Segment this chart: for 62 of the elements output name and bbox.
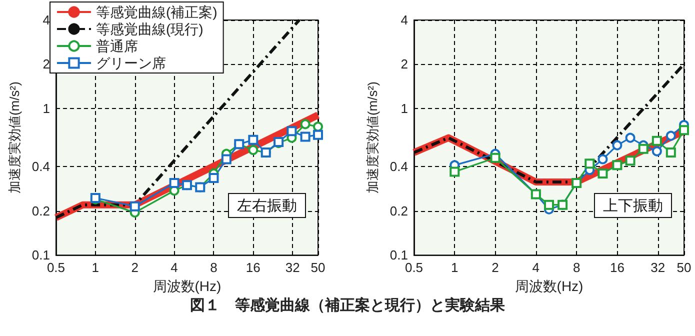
x-tick-label: 0.5: [46, 260, 66, 276]
x-tick-label: 32: [285, 260, 300, 276]
legend-label: グリーン席: [96, 55, 166, 71]
annotation: 左右振動: [237, 196, 297, 214]
x-tick-label: 1: [451, 260, 458, 276]
point: [313, 130, 323, 140]
x-tick-label: 50: [676, 260, 692, 276]
point: [612, 140, 622, 150]
point: [666, 130, 676, 141]
x-tick-label: 32: [650, 260, 666, 276]
point: [169, 178, 180, 188]
x-tick-label: 1: [92, 260, 100, 276]
point: [544, 200, 554, 210]
y-tick-label: 1: [400, 100, 408, 116]
y-tick-label: 0.4: [390, 159, 408, 174]
y-tick-label: 0.1: [390, 248, 408, 263]
y-tick-label: 1: [42, 100, 50, 116]
x-tick-label: 8: [572, 260, 580, 276]
point: [248, 145, 258, 156]
point: [286, 126, 297, 136]
point: [625, 156, 636, 166]
x-axis-title: 周波数(Hz): [514, 278, 584, 294]
legend-label: 普通席: [96, 38, 138, 54]
point: [221, 154, 232, 164]
y-tick-label: 0.2: [390, 203, 408, 218]
y-tick-label: 2: [42, 56, 50, 72]
y-tick-label: 4: [400, 12, 408, 28]
point: [300, 119, 310, 130]
point: [679, 125, 689, 136]
point: [248, 134, 258, 145]
text: 図１ 等感覚曲線（補正案と現行）と実験結果: [189, 296, 506, 315]
y-axis-title: 加速度実効値(m/s²): [7, 82, 22, 194]
legend-label: 等感覚曲線(現行): [96, 21, 204, 37]
point: [300, 132, 310, 142]
point: [625, 132, 636, 143]
point: [612, 160, 622, 170]
annotation: 上下振動: [603, 196, 663, 214]
point: [584, 158, 595, 169]
point: [208, 173, 219, 184]
point: [598, 154, 608, 164]
point: [598, 168, 608, 178]
x-tick-label: 16: [610, 260, 624, 276]
x-axis-title: 周波数(Hz): [152, 278, 222, 294]
point: [666, 148, 676, 158]
y-tick-label: 4: [42, 12, 50, 28]
legend-label: 等感覚曲線(補正案): [96, 4, 218, 20]
x-tick-label: 2: [492, 260, 499, 276]
x-tick-label: 8: [210, 260, 218, 276]
y-tick-label: 2: [400, 56, 408, 72]
point: [638, 144, 648, 154]
y-tick-label: 0.2: [32, 203, 50, 218]
x-tick-label: 16: [246, 260, 260, 276]
x-tick-label: 50: [310, 260, 326, 276]
y-tick-label: 0.1: [32, 248, 50, 263]
y-axis-title: 加速度実効値(m/s²): [365, 82, 380, 194]
x-tick-label: 0.5: [404, 260, 424, 276]
y-tick-label: 0.4: [32, 159, 50, 174]
x-tick-label: 4: [170, 260, 178, 276]
point: [652, 136, 662, 146]
x-tick-label: 4: [532, 260, 540, 276]
point: [652, 146, 662, 156]
x-tick-label: 2: [131, 260, 138, 276]
